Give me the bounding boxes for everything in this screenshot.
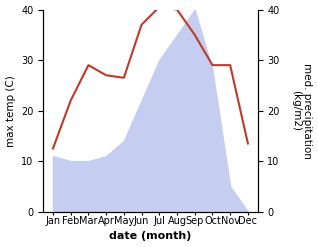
X-axis label: date (month): date (month) [109, 231, 192, 242]
Y-axis label: med. precipitation
(kg/m2): med. precipitation (kg/m2) [291, 63, 313, 159]
Y-axis label: max temp (C): max temp (C) [5, 75, 16, 146]
